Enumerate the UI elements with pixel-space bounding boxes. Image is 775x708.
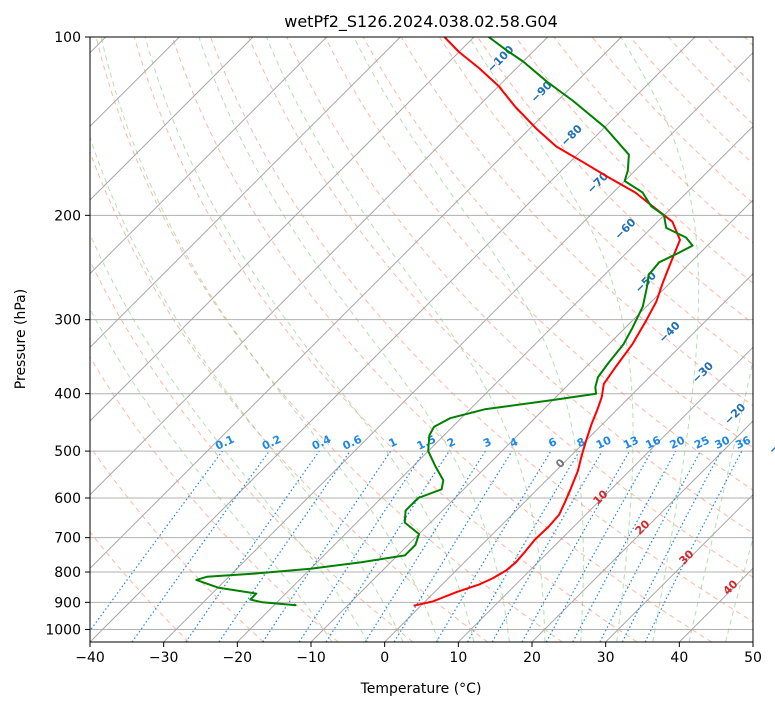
- mixing-ratio-line: [521, 450, 631, 642]
- moist-adiabat-line: [144, 37, 475, 642]
- moist-adiabat-line: [353, 37, 584, 642]
- moist-adiabat-line: [90, 233, 369, 642]
- temperature-line: [413, 37, 681, 607]
- dry-adiabat-line: [90, 150, 488, 642]
- isotherm-line: [605, 493, 753, 642]
- dry-adiabat-line: [90, 531, 190, 642]
- mixing-ratio-line: [545, 450, 653, 642]
- dry-adiabat-line: [90, 445, 264, 642]
- dry-adiabat-line: [90, 356, 339, 642]
- dry-adiabat-line: [286, 37, 753, 534]
- y-tick-label: 700: [54, 531, 81, 547]
- x-tick-label: −10: [296, 650, 326, 666]
- mixing-ratio-line: [218, 450, 351, 642]
- grid-layer: [90, 37, 753, 642]
- moist-adiabat-line: [266, 37, 546, 642]
- y-tick-label: 100: [54, 30, 81, 46]
- mixing-ratio-line: [185, 450, 320, 642]
- dry-adiabat-line: [171, 37, 712, 642]
- isotherm-line: [90, 37, 549, 496]
- mixing-ratio-line: [393, 450, 513, 642]
- dry-adiabat-line: [133, 37, 638, 642]
- y-tick-label: 1000: [45, 622, 81, 638]
- chart-title: wetPf2_S126.2024.038.02.58.G04: [284, 12, 558, 32]
- mixing-ratio-line: [262, 450, 392, 642]
- dry-adiabat-line: [515, 37, 753, 284]
- isotherm-line: [90, 37, 328, 275]
- mixing-ratio-label: 30: [713, 433, 733, 451]
- dewpoint-line: [195, 37, 694, 607]
- mixing-ratio-label: 25: [692, 434, 711, 452]
- y-tick-label: 600: [54, 491, 81, 507]
- y-tick-label: 500: [54, 444, 81, 460]
- y-tick-label: 200: [54, 208, 81, 224]
- isotherm-line: [90, 37, 622, 570]
- x-tick-label: −40: [75, 650, 105, 666]
- dry-adiabat-line: [95, 37, 563, 642]
- mixing-ratio-line: [325, 450, 450, 642]
- data-layer: [195, 37, 694, 607]
- x-tick-label: 0: [380, 650, 389, 666]
- isotherm-line: [163, 51, 753, 642]
- x-tick-label: 20: [523, 650, 541, 666]
- dry-adiabat-line: [400, 37, 753, 407]
- axes-layer: −40 −30 −20 −10 0 10 20 30 40 50 100 200 300 400 500 60…: [45, 30, 762, 666]
- isotherm-line: [90, 37, 401, 349]
- x-tick-label: 10: [449, 650, 467, 666]
- isotherm-line: [90, 37, 254, 201]
- x-tick-label: −20: [223, 650, 253, 666]
- isotherm-line: [90, 37, 696, 642]
- moist-adiabat-line: [100, 37, 439, 642]
- x-tick-label: −30: [149, 650, 179, 666]
- x-tick-label: 30: [597, 650, 615, 666]
- mixing-ratio-line: [572, 450, 677, 642]
- y-tick-label: 300: [54, 313, 81, 329]
- moist-adiabat-line: [620, 37, 700, 642]
- mixing-ratio-label: 10: [594, 433, 614, 451]
- y-tick-label: 900: [54, 595, 81, 611]
- isotherm-line: [90, 37, 475, 422]
- y-tick-label: 800: [54, 565, 81, 581]
- mixing-ratio-line: [90, 450, 223, 632]
- isotherm-line: [457, 346, 753, 642]
- isotherm-line: [531, 420, 753, 642]
- mixing-ratio-line: [131, 450, 270, 642]
- isotherm-line: [236, 125, 753, 642]
- moist-adiabat-label: −10: [766, 430, 775, 457]
- y-axis-label: Pressure (hPa): [13, 289, 29, 389]
- x-axis-label: Temperature (°C): [360, 681, 482, 697]
- dry-adiabat-line: [210, 37, 753, 623]
- x-tick-label: 50: [744, 650, 762, 666]
- mixing-ratio-label: 13: [621, 434, 640, 452]
- mixing-ratio-line: [644, 450, 743, 642]
- isotherm-line: [384, 272, 753, 642]
- moist-adiabat-line: [90, 135, 404, 642]
- y-tick-label: 400: [54, 387, 81, 403]
- plot-frame: [89, 36, 754, 643]
- mixing-ratio-label: 36: [733, 433, 753, 451]
- dry-adiabat-line: [90, 259, 414, 642]
- x-tick-label: 40: [670, 650, 688, 666]
- dry-adiabat-line: [438, 37, 753, 366]
- mixing-ratio-label: 20: [668, 433, 688, 451]
- background-lines-layer: [90, 37, 753, 642]
- dry-adiabat-line: [248, 37, 753, 578]
- mixing-ratio-label: 16: [643, 433, 663, 451]
